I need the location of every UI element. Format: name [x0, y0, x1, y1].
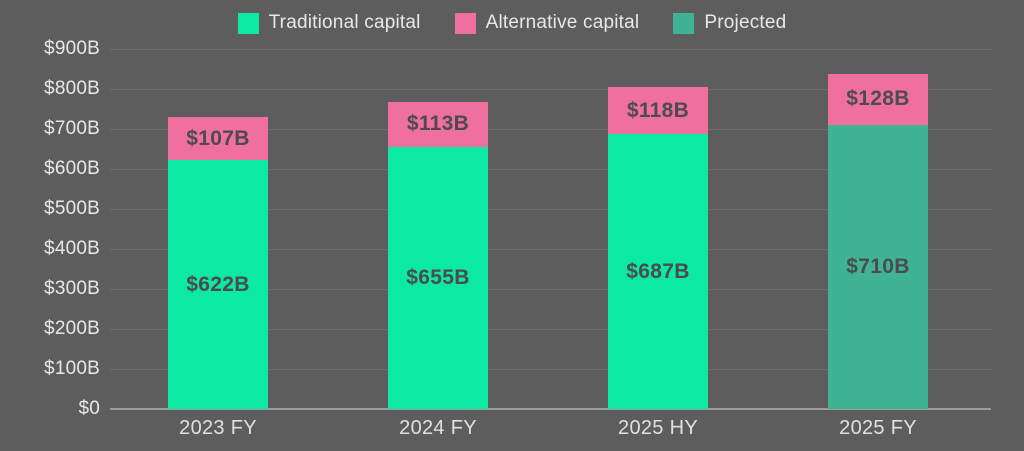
- bar-segment-alternative-capital: $118B: [608, 87, 708, 135]
- bar-2023-fy: $107B $622B: [168, 117, 268, 409]
- legend-label: Traditional capital: [268, 12, 421, 33]
- bar-value-label: $118B: [626, 98, 690, 122]
- gridline-100: [110, 368, 991, 370]
- bar-value-label: $710B: [846, 255, 910, 278]
- chart-legend: Traditional capital Alternative capital Pr…: [0, 10, 1024, 36]
- legend-swatch-icon: [237, 12, 259, 34]
- legend-swatch-icon: [454, 12, 476, 34]
- legend-label: Projected: [704, 12, 787, 33]
- y-tick-label-700: $700B: [44, 118, 100, 139]
- bar-2025-hy: $118B $687B: [608, 87, 708, 409]
- bar-segment-traditional-capital: $655B: [388, 147, 488, 409]
- bar-2025-fy: $128B $710B: [828, 73, 928, 409]
- legend-swatch-icon: [673, 12, 695, 34]
- y-tick-label-600: $600B: [44, 158, 100, 179]
- legend-item-2[interactable]: Projected: [673, 12, 786, 34]
- gridline-700: [110, 128, 991, 130]
- bar-value-label: $107B: [186, 126, 250, 150]
- legend-label: Alternative capital: [485, 12, 640, 33]
- gridline-500: [110, 208, 991, 210]
- gridline-200: [110, 328, 991, 330]
- bar-value-label: $687B: [626, 259, 690, 283]
- gridline-600: [110, 168, 991, 170]
- bar-value-label: $128B: [846, 87, 910, 111]
- y-tick-label-900: $900B: [44, 38, 100, 59]
- x-tick-label-2025-hy: 2025 HY: [618, 417, 698, 439]
- bar-segment-alternative-capital: $113B: [388, 101, 488, 147]
- bar-segment-alternative-capital: $107B: [168, 117, 268, 161]
- bar-segment-traditional-capital: $622B: [168, 160, 268, 409]
- x-tick-label-2023-fy: 2023 FY: [179, 417, 257, 439]
- gridline-800: [110, 88, 991, 90]
- bar-value-label: $113B: [406, 112, 470, 136]
- gridline-300: [110, 288, 991, 290]
- bar-value-label: $655B: [406, 266, 470, 289]
- y-tick-label-400: $400B: [44, 238, 100, 259]
- y-tick-label-200: $200B: [44, 318, 100, 339]
- x-tick-label-2025-fy: 2025 FY: [839, 417, 917, 439]
- bar-segment-alternative-capital: $128B: [828, 73, 928, 125]
- plot-area: $107B $622B $113B $655B $118B $687B $128B $710B: [110, 48, 991, 410]
- y-tick-label-800: $800B: [44, 78, 100, 99]
- gridline-900: [110, 48, 991, 50]
- y-tick-label-0: $0: [78, 398, 100, 419]
- x-tick-label-2024-fy: 2024 FY: [399, 417, 477, 439]
- y-tick-label-300: $300B: [44, 278, 100, 299]
- gridline-400: [110, 248, 991, 250]
- legend-item-0[interactable]: Traditional capital: [237, 12, 421, 34]
- bar-value-label: $622B: [186, 272, 250, 296]
- y-tick-label-500: $500B: [44, 198, 100, 219]
- legend-item-1[interactable]: Alternative capital: [454, 12, 640, 34]
- bar-segment-projected: $710B: [828, 125, 928, 409]
- bar-2024-fy: $113B $655B: [388, 101, 488, 409]
- bar-segment-traditional-capital: $687B: [608, 134, 708, 409]
- x-axis-line: [110, 408, 991, 410]
- y-tick-label-100: $100B: [44, 358, 100, 379]
